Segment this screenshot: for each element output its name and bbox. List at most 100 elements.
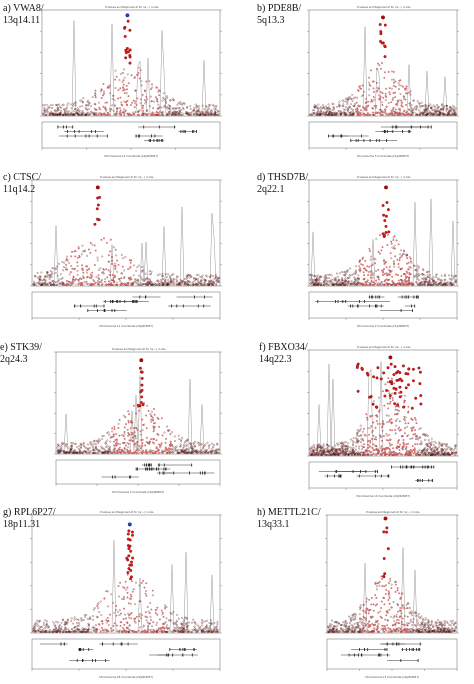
gene-model (415, 479, 434, 482)
gene-model (64, 130, 104, 133)
snp-point (378, 396, 380, 399)
snp-point (327, 112, 330, 115)
snp-point (149, 451, 151, 454)
snp-point (325, 277, 327, 279)
snp-point (138, 584, 141, 587)
snp-point (381, 425, 384, 428)
snp-point (176, 613, 179, 616)
snp-point (171, 448, 174, 451)
snp-point (119, 621, 122, 623)
snp-point (407, 452, 410, 455)
snp-point (380, 448, 383, 451)
snp-point (344, 281, 346, 284)
plot-title: P-values and Regional LD for rs(…) in AL… (100, 510, 154, 514)
snp-point (43, 279, 46, 281)
snp-point (351, 448, 354, 451)
snp-point (384, 108, 387, 111)
snp-point (369, 276, 372, 279)
snp-point (158, 94, 161, 97)
snp-point (33, 627, 36, 630)
snp-point (358, 113, 360, 116)
snp-point (421, 273, 424, 276)
snp-point (335, 113, 337, 116)
snp-point (341, 282, 344, 285)
snp-point (99, 113, 102, 115)
snp-point (318, 284, 321, 286)
snp-point (79, 105, 81, 108)
snp-point (65, 264, 68, 266)
snp-point (398, 79, 401, 82)
snp-point (165, 114, 168, 116)
snp-point (166, 107, 169, 110)
gene-model (375, 130, 412, 133)
snp-point (81, 111, 84, 114)
snp-point (123, 433, 126, 436)
snp-point (69, 103, 72, 106)
snp-point (368, 445, 371, 448)
snp-point (434, 441, 437, 444)
snp-point (122, 257, 125, 260)
snp-point (375, 453, 377, 456)
snp-point (432, 113, 434, 116)
associated-snp-point (140, 388, 144, 392)
snp-point (139, 447, 142, 449)
snp-point (142, 449, 144, 452)
snp-point (109, 446, 111, 448)
snp-point (170, 278, 173, 281)
snp-point (342, 282, 344, 284)
snp-point (123, 112, 126, 115)
snp-point (205, 451, 208, 454)
snp-point (84, 106, 87, 109)
snp-point (143, 99, 146, 101)
snp-point (72, 450, 75, 453)
snp-point (70, 265, 73, 267)
snp-point (422, 433, 425, 436)
snp-point (382, 423, 385, 426)
snp-point (370, 255, 373, 258)
plot-frame (31, 514, 221, 634)
snp-point (343, 112, 345, 114)
snp-point (48, 628, 51, 631)
panel-f: f) FBXO34/ 14q22.3 P-values and Regional… (237, 340, 474, 505)
snp-point (74, 451, 77, 453)
snp-point (419, 104, 421, 107)
snp-point (152, 419, 154, 422)
snp-point (314, 454, 317, 456)
snp-point (409, 90, 412, 93)
snp-point (111, 263, 113, 265)
snp-point (358, 430, 360, 433)
snp-point (414, 417, 416, 419)
snp-point (190, 451, 193, 454)
snp-point (186, 631, 189, 633)
snp-point (102, 94, 104, 97)
snp-point (383, 273, 386, 275)
snp-point (445, 109, 448, 112)
snp-point (435, 114, 438, 116)
snp-point (399, 257, 401, 259)
snp-point (37, 282, 40, 284)
snp-point (107, 451, 110, 454)
snp-point (97, 449, 100, 452)
snp-point (54, 272, 57, 274)
snp-point (110, 282, 113, 285)
snp-point (324, 451, 327, 453)
snp-point (156, 606, 159, 609)
snp-point (442, 112, 445, 115)
snp-point (81, 269, 84, 272)
snp-point (80, 446, 82, 448)
snp-point (399, 283, 401, 286)
snp-point (362, 452, 364, 454)
snp-point (45, 110, 48, 112)
snp-point (112, 94, 114, 97)
snp-point (97, 277, 100, 279)
snp-point (454, 113, 457, 116)
snp-point (86, 617, 89, 620)
snp-point (149, 629, 152, 632)
snp-point (43, 107, 46, 109)
snp-point (56, 283, 59, 286)
snp-point (87, 268, 89, 271)
associated-snp-point (388, 394, 392, 398)
snp-point (127, 612, 130, 615)
snp-point (105, 630, 108, 633)
snp-point (388, 87, 391, 89)
